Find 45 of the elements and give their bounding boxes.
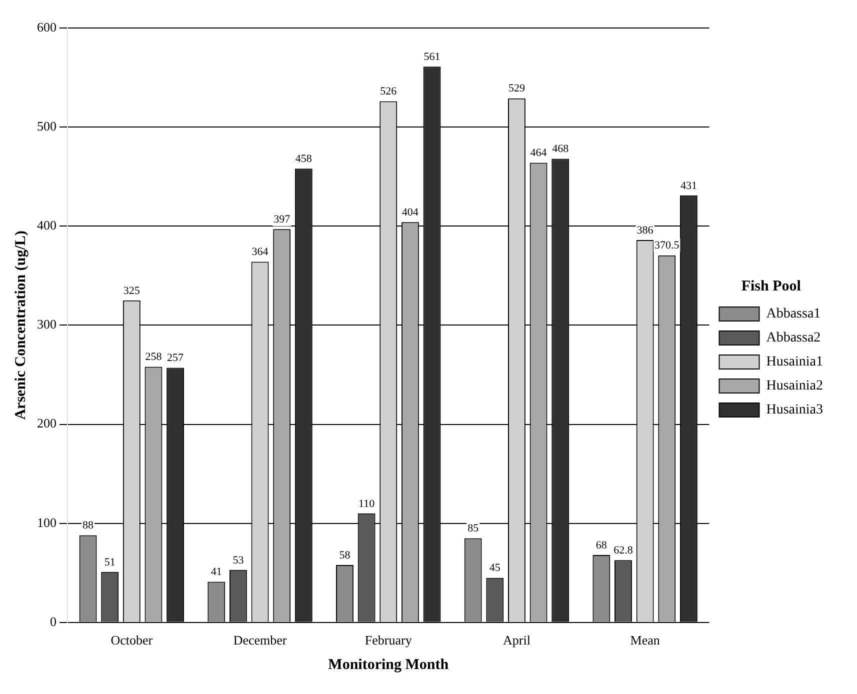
x-tick-label: October bbox=[110, 632, 154, 648]
data-label: 53 bbox=[232, 554, 244, 566]
data-label: 526 bbox=[380, 86, 398, 98]
data-label: 529 bbox=[508, 82, 526, 95]
data-label: 464 bbox=[530, 147, 548, 160]
data-label: 68 bbox=[596, 539, 608, 552]
data-label: 397 bbox=[274, 213, 291, 226]
data-label: 51 bbox=[104, 556, 116, 568]
y-tick-label: 300 bbox=[37, 316, 56, 332]
legend-label: Husainia2 bbox=[766, 378, 823, 394]
y-tick-label: 200 bbox=[37, 416, 56, 431]
y-tick-label: 400 bbox=[37, 218, 56, 233]
y-tick-label: 600 bbox=[37, 19, 56, 34]
y-tick-label: 0 bbox=[50, 614, 56, 629]
data-label: 325 bbox=[123, 284, 140, 297]
data-label: 458 bbox=[295, 153, 312, 166]
x-tick-label: February bbox=[364, 632, 412, 648]
data-label: 62.8 bbox=[614, 544, 634, 557]
legend-label: Abbassa1 bbox=[766, 306, 821, 322]
data-label: 58 bbox=[339, 549, 351, 562]
legend-title: Fish Pool bbox=[741, 278, 801, 294]
data-label: 364 bbox=[252, 246, 269, 258]
legend-label: Husainia1 bbox=[766, 354, 823, 370]
data-label: 468 bbox=[552, 143, 570, 156]
legend-label: Husainia3 bbox=[766, 402, 823, 418]
y-axis-title: Arsenic Concentration (ug/L) bbox=[12, 230, 29, 420]
data-label: 370.5 bbox=[654, 240, 680, 252]
data-label: 88 bbox=[82, 520, 94, 532]
data-label: 561 bbox=[424, 51, 440, 64]
legend-label: Abbassa2 bbox=[766, 330, 821, 346]
x-tick-label: April bbox=[502, 632, 531, 648]
data-label: 45 bbox=[489, 562, 501, 574]
x-tick-label: Mean bbox=[630, 632, 660, 648]
x-tick-label: December bbox=[233, 632, 288, 648]
x-axis-title: Monitoring Month bbox=[328, 656, 450, 673]
data-label: 386 bbox=[636, 224, 654, 236]
data-label: 431 bbox=[680, 180, 697, 192]
data-label: 258 bbox=[145, 351, 162, 364]
data-label: 85 bbox=[468, 522, 480, 535]
data-label: 257 bbox=[167, 352, 184, 364]
y-tick-label: 500 bbox=[37, 118, 56, 134]
data-label: 41 bbox=[210, 566, 222, 578]
y-tick-label: 100 bbox=[37, 514, 56, 530]
data-label: 110 bbox=[358, 498, 376, 510]
data-label: 404 bbox=[402, 206, 419, 219]
